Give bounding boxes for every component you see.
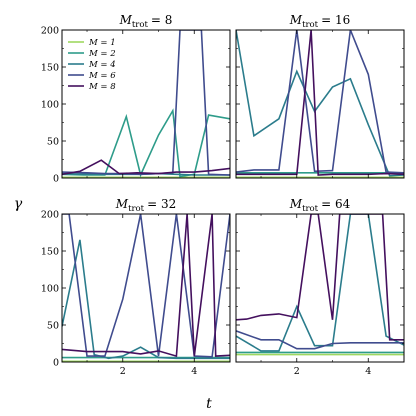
y-tick-label: 100 [41,100,59,111]
y-axis-label: γ [14,196,23,212]
series-lines [62,30,230,178]
series-line [236,30,404,174]
legend: M = 1M = 2M = 4M = 6M = 8 [68,38,116,92]
series-line [62,214,230,358]
series-lines [236,214,404,356]
panel-title-value: = 8 [151,13,173,27]
y-tick-label: 50 [47,137,59,148]
panel-title: Mtrot = 16 [289,13,350,30]
y-tick-label: 50 [47,321,59,332]
panel-title-value: = 32 [147,197,176,211]
y-tick-label: 0 [53,358,59,369]
x-axis-label: t [206,396,212,412]
panel-title: Mtrot = 32 [115,197,176,214]
y-tick-label: 100 [41,284,59,295]
panel-title-symbol: M [289,13,303,27]
x-tick-label: 2 [294,366,300,377]
y-tick-label: 150 [41,247,59,258]
panel-title-subscript: trot [128,204,145,214]
y-tick-label: 0 [53,174,59,185]
panel-title-symbol: M [115,197,129,211]
panel-title-value: = 64 [321,197,351,211]
panel-3: Mtrot = 32 0 50 100 150 200 2 4 [41,197,231,377]
series-line [236,214,404,341]
series-line [62,30,230,176]
legend-label: M = 8 [88,82,116,92]
series-line [62,214,230,358]
x-tick-label: 4 [191,366,197,377]
y-tick-label: 200 [41,210,59,221]
series-line [236,30,404,176]
panel-4: Mtrot = 64 2 4 [235,197,405,377]
x-tick-label: 2 [120,366,126,377]
series-line [236,30,404,177]
panel-title-subscript: trot [302,20,319,30]
panel-title-subscript: trot [302,204,319,214]
panel-title-subscript: trot [132,20,149,30]
panel-title: Mtrot = 8 [119,13,173,30]
panel-title-value: = 16 [321,13,350,27]
series-line [236,214,404,352]
series-lines [236,30,404,178]
panel-1: Mtrot = 8 0 50 100 150 200 M = 1M = 2M = 4M = 6… [41,13,231,185]
series-line [62,159,230,176]
panel-title: Mtrot = 64 [289,197,351,214]
series-lines [62,214,230,362]
y-tick-label: 150 [41,63,59,74]
legend-label: M = 6 [88,71,116,81]
panel-title-symbol: M [289,197,303,211]
series-line [62,239,230,360]
panel-frame [61,213,231,363]
panel-2: Mtrot = 16 [235,13,405,179]
x-tick-label: 4 [365,366,371,377]
legend-label: M = 1 [88,38,116,48]
legend-label: M = 2 [88,49,116,59]
series-line [236,330,404,350]
legend-label: M = 4 [88,60,116,70]
y-tick-label: 200 [41,26,59,37]
panel-title-symbol: M [119,13,133,27]
